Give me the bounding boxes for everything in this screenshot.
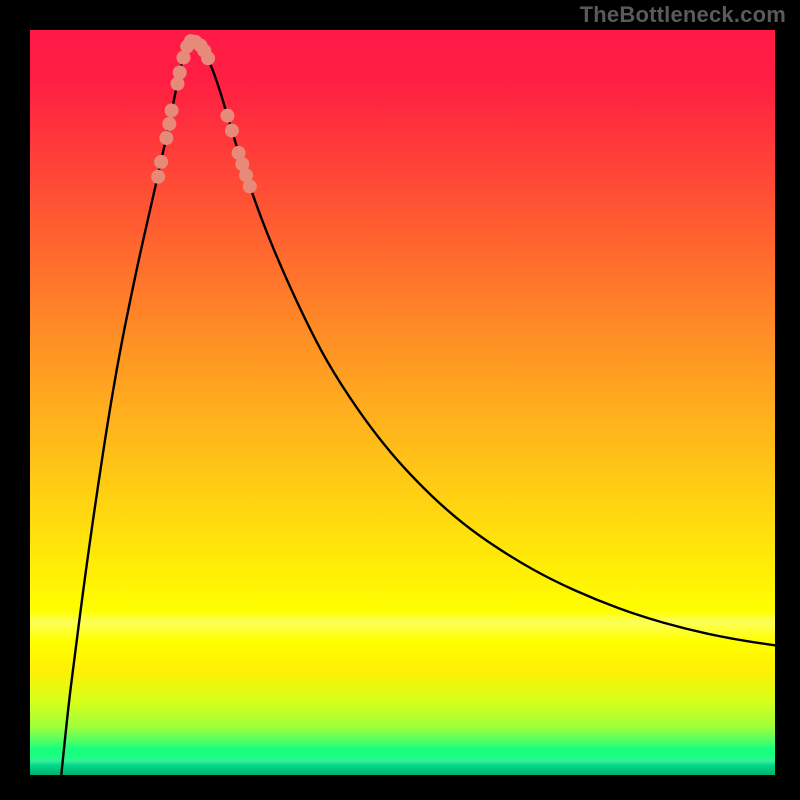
curve-marker — [225, 124, 239, 138]
curve-marker — [159, 131, 173, 145]
curve-marker — [173, 65, 187, 79]
watermark-text: TheBottleneck.com — [580, 2, 786, 28]
curve-marker — [151, 170, 165, 184]
curve-marker — [162, 117, 176, 131]
chart-container: TheBottleneck.com — [0, 0, 800, 800]
curve-marker — [165, 103, 179, 117]
bottleneck-curve-chart — [0, 0, 800, 800]
curve-marker — [201, 51, 215, 65]
curve-marker — [243, 179, 257, 193]
curve-marker — [220, 109, 234, 123]
plot-gradient-background — [30, 30, 775, 775]
curve-marker — [154, 155, 168, 169]
